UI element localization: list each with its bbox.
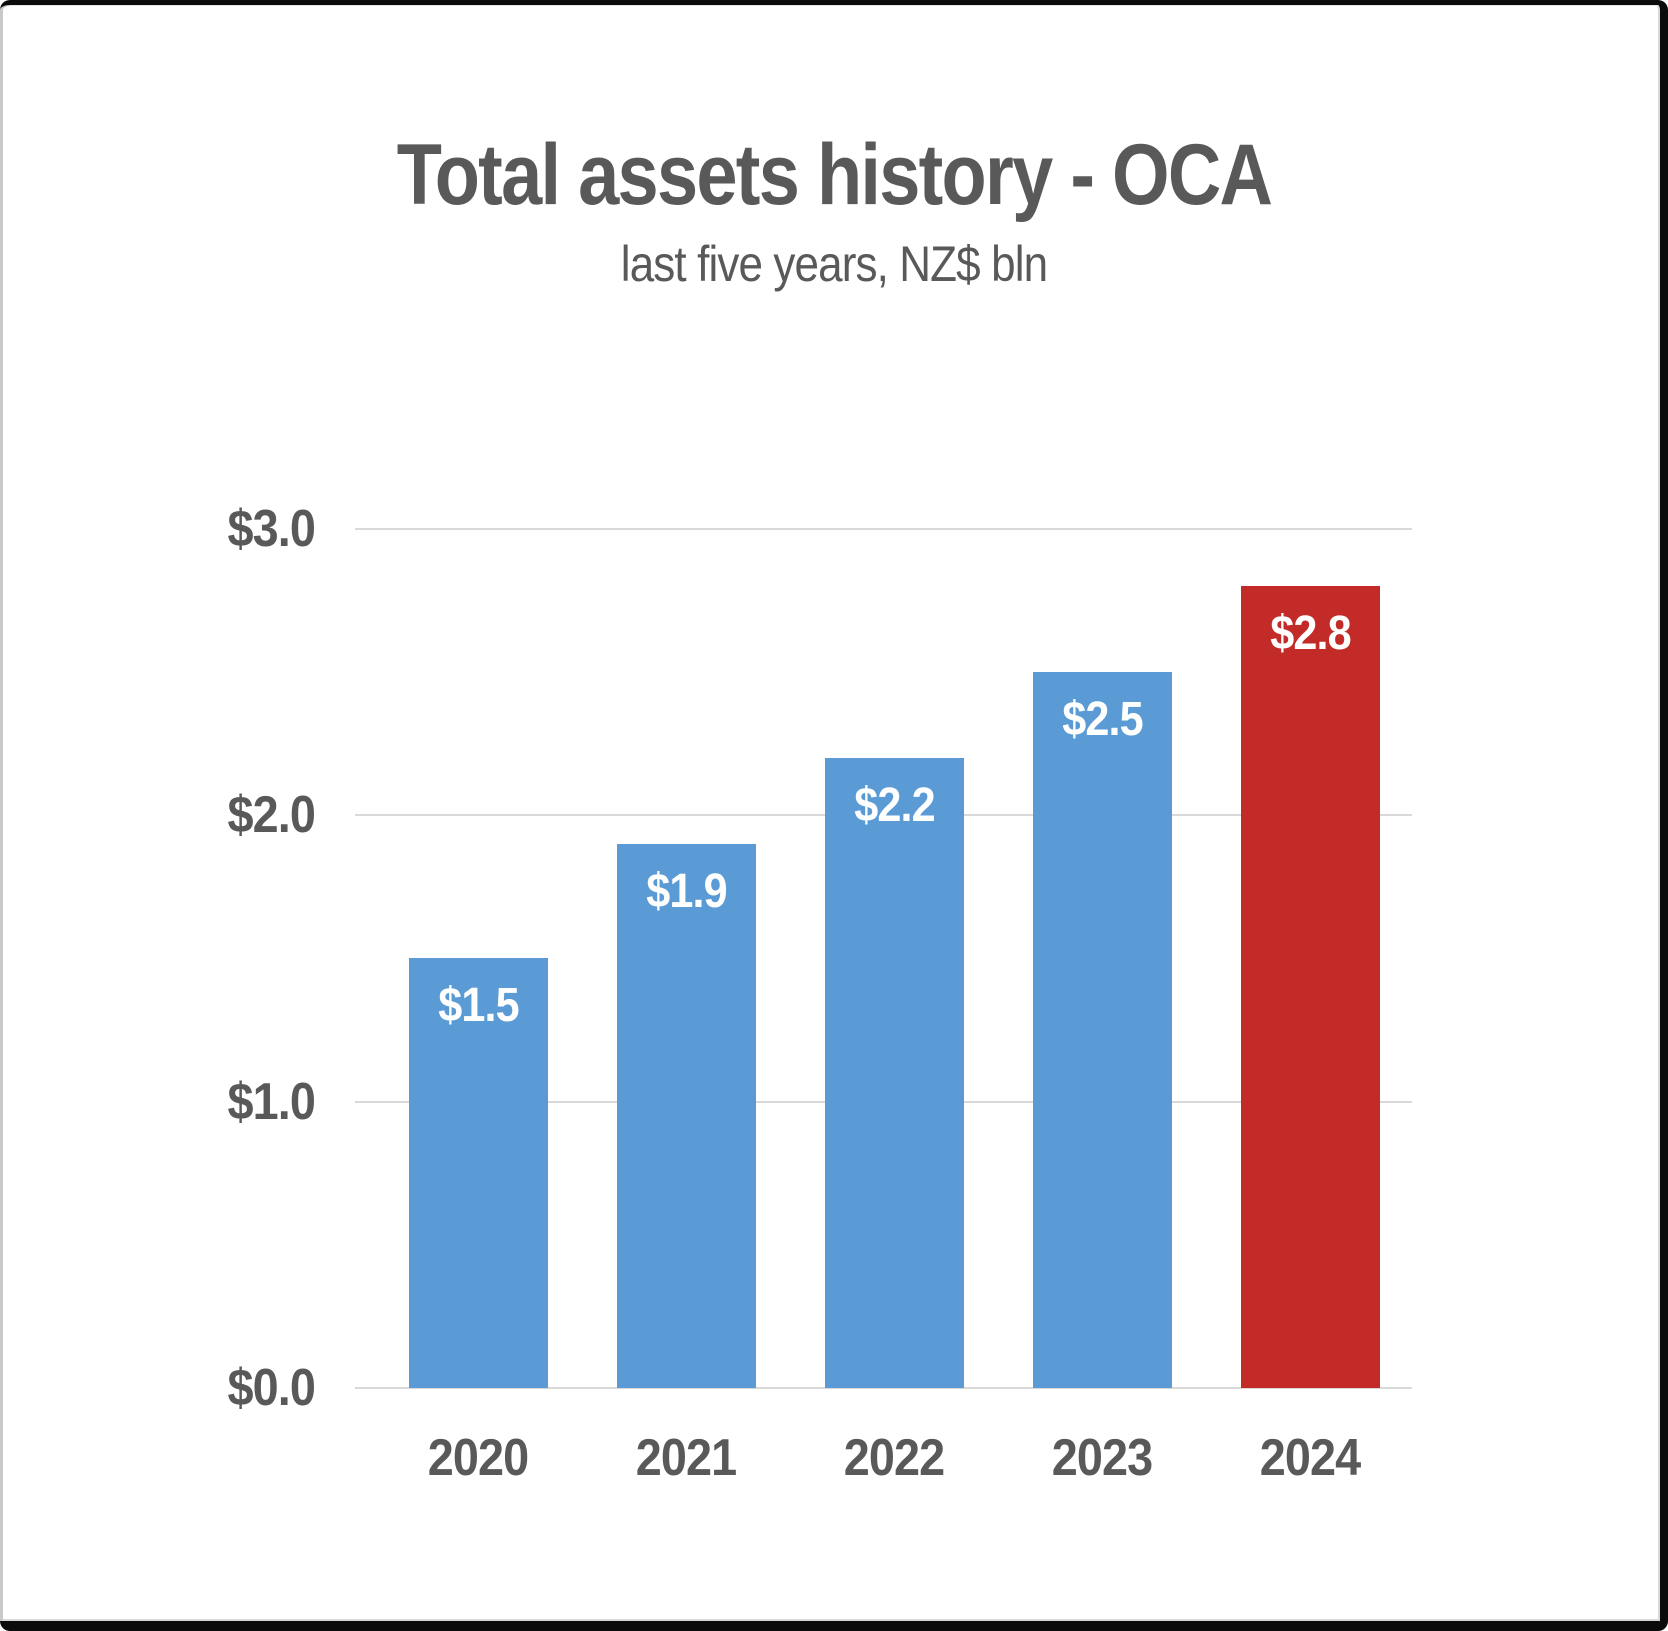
- chart-subtitle: last five years, NZ$ bln: [620, 236, 1048, 292]
- x-axis-category-label: 2020: [427, 1429, 529, 1487]
- x-axis-category-label: 2024: [1259, 1429, 1361, 1487]
- bar-value-label: $1.5: [438, 979, 519, 1032]
- chart-title: Total assets history - OCA: [396, 127, 1273, 223]
- gridline: [355, 1387, 1412, 1389]
- bar-value-label: $2.2: [854, 779, 935, 832]
- gridline: [355, 528, 1412, 530]
- bar-2021: $1.9: [617, 844, 756, 1388]
- x-axis-category-label: 2023: [1051, 1429, 1153, 1487]
- y-axis-tick-label: $3.0: [227, 500, 316, 558]
- bar-2023: $2.5: [1033, 672, 1172, 1388]
- y-axis-tick-label: $0.0: [227, 1359, 316, 1417]
- y-axis-tick-label: $1.0: [227, 1073, 316, 1131]
- bar-value-label: $1.9: [646, 865, 727, 918]
- x-axis-category-label: 2022: [843, 1429, 945, 1487]
- bar-2022: $2.2: [825, 758, 964, 1388]
- y-axis-tick-label: $2.0: [227, 786, 316, 844]
- bar-value-label: $2.5: [1062, 693, 1143, 746]
- x-axis-category-label: 2021: [635, 1429, 737, 1487]
- bar-2020: $1.5: [409, 958, 548, 1388]
- bar-value-label: $2.8: [1270, 607, 1351, 660]
- bar-2024: $2.8: [1241, 586, 1380, 1388]
